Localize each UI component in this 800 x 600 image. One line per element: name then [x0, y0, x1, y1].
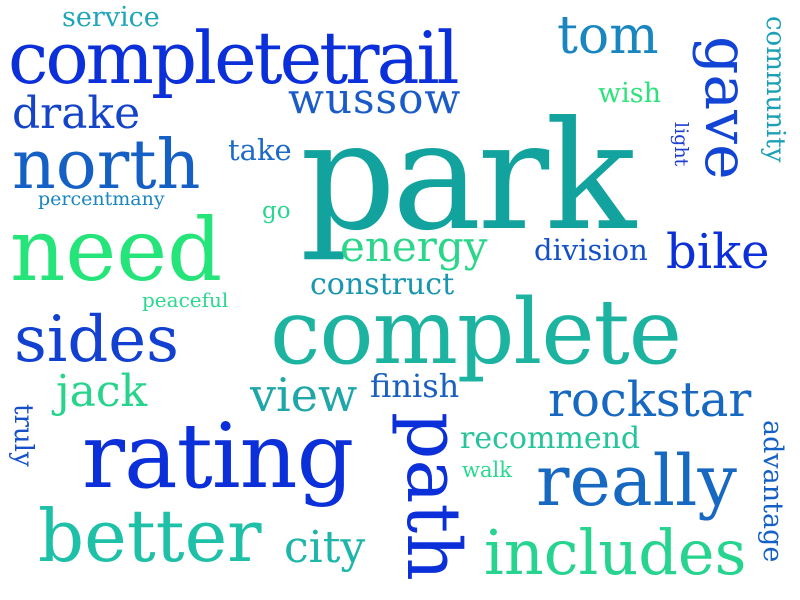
- word-jack: jack: [56, 366, 148, 417]
- word-rating: rating: [82, 404, 354, 509]
- word-city: city: [284, 522, 366, 573]
- word-park: park: [300, 90, 636, 264]
- word-sides: sides: [14, 303, 179, 377]
- word-north: north: [12, 126, 201, 205]
- word-percentmany: percentmany: [38, 188, 165, 210]
- word-finish: finish: [370, 367, 460, 405]
- word-walk: walk: [462, 458, 512, 482]
- word-includes: includes: [484, 516, 747, 589]
- word-gave: gave: [691, 36, 761, 180]
- word-wussow: wussow: [288, 74, 462, 123]
- word-community: community: [760, 16, 790, 163]
- word-tom: tom: [557, 6, 659, 66]
- word-bike: bike: [666, 224, 770, 280]
- word-go: go: [262, 198, 291, 224]
- word-recommend: recommend: [460, 421, 641, 456]
- word-take: take: [228, 133, 292, 167]
- word-energy: energy: [340, 222, 488, 271]
- word-completetrail: completetrail: [8, 16, 460, 100]
- word-complete: complete: [270, 280, 682, 385]
- word-view: view: [250, 368, 358, 422]
- word-advantage: advantage: [757, 420, 788, 563]
- word-wish: wish: [598, 78, 661, 109]
- word-really: really: [536, 440, 737, 522]
- word-path: path: [390, 412, 476, 581]
- word-service: service: [62, 2, 160, 33]
- word-drake: drake: [12, 88, 141, 139]
- word-peaceful: peaceful: [142, 288, 229, 312]
- word-rockstar: rockstar: [548, 372, 752, 428]
- word-construct: construct: [310, 267, 455, 302]
- word-truly: truly: [8, 404, 38, 467]
- word-light: light: [670, 122, 692, 167]
- word-division: division: [534, 233, 648, 267]
- word-need: need: [10, 201, 223, 301]
- word-better: better: [38, 494, 262, 578]
